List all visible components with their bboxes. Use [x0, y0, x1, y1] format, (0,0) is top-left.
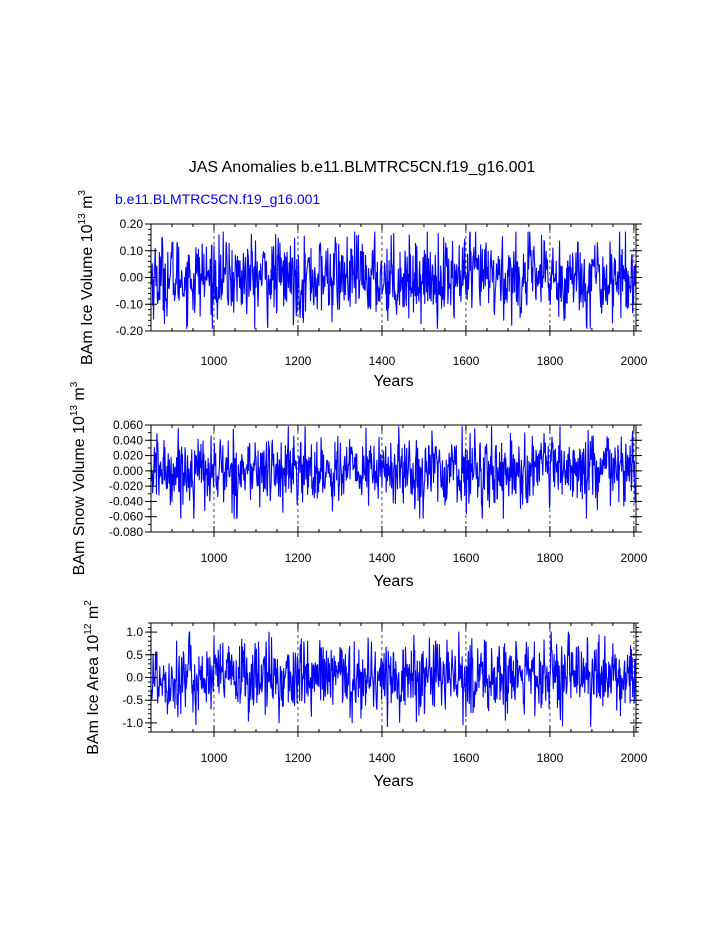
x-tick-label: 1000: [201, 751, 228, 765]
y-tick-label: -0.5: [122, 693, 143, 707]
series-line: [150, 425, 637, 519]
x-tick-label: 1400: [369, 551, 396, 565]
y-axis-title: BAm Snow Volume 1013 m3: [69, 381, 88, 575]
x-tick-label: 2000: [621, 751, 648, 765]
x-tick-label: 1000: [201, 551, 228, 565]
panel-subtitle: b.e11.BLMTRC5CN.f19_g16.001: [115, 191, 320, 207]
y-tick-label: 0.020: [113, 449, 143, 463]
chart-panel-3: 1000 1200 1400 1600 1800 2000 -1.0 -0.5 0.0 0.5 1.…: [83, 600, 648, 790]
x-tick-label: 2000: [621, 354, 648, 368]
y-tick-label: -0.10: [116, 297, 144, 311]
series-line: [150, 231, 637, 329]
main-title: JAS Anomalies b.e11.BLMTRC5CN.f19_g16.00…: [189, 159, 536, 176]
x-tick-label: 1200: [285, 551, 312, 565]
y-tick-label: 0.00: [120, 271, 144, 285]
y-tick-label: -0.040: [109, 494, 143, 508]
y-tick-label: 0.0: [126, 671, 143, 685]
y-tick-label: 0.20: [120, 217, 144, 231]
x-tick-label: 2000: [621, 551, 648, 565]
y-tick-label: 0.040: [113, 433, 143, 447]
x-tick-label: 1200: [285, 354, 312, 368]
y-tick-label: -0.060: [109, 510, 143, 524]
x-tick-label: 1800: [537, 751, 564, 765]
x-tick-label: 1000: [201, 354, 228, 368]
x-tick-label: 1600: [453, 551, 480, 565]
x-tick-label: 1600: [453, 354, 480, 368]
y-tick-label: 0.5: [126, 648, 143, 662]
series-line: [150, 631, 637, 728]
y-tick-label: -0.080: [109, 525, 143, 539]
x-tick-label: 1400: [369, 354, 396, 368]
chart-panel-1: 1000 1200 1400 1600 1800 2000 -0.20 -0.10 0.00 0.…: [77, 190, 648, 390]
x-tick-label: 1200: [285, 751, 312, 765]
y-tick-label: 0.060: [113, 418, 143, 432]
y-axis-title: BAm Ice Volume 1013 m3: [77, 190, 96, 365]
y-tick-label: -1.0: [122, 716, 143, 730]
x-axis-title: Years: [373, 373, 413, 390]
x-tick-label: 1800: [537, 354, 564, 368]
y-tick-label: 0.000: [113, 464, 143, 478]
x-axis-title: Years: [373, 773, 413, 790]
y-axis-title: BAm Ice Area 1012 m2: [83, 600, 102, 755]
y-tick-label: -0.020: [109, 479, 143, 493]
y-tick-label: 1.0: [126, 625, 143, 639]
y-tick-label: -0.20: [116, 324, 144, 338]
x-tick-label: 1400: [369, 751, 396, 765]
y-tick-label: 0.10: [120, 244, 144, 258]
x-tick-label: 1800: [537, 551, 564, 565]
x-axis-title: Years: [373, 573, 413, 590]
x-tick-label: 1600: [453, 751, 480, 765]
chart-panel-2: 1000 1200 1400 1600 1800 2000 -0.080-0.060 -0.0…: [69, 381, 648, 590]
